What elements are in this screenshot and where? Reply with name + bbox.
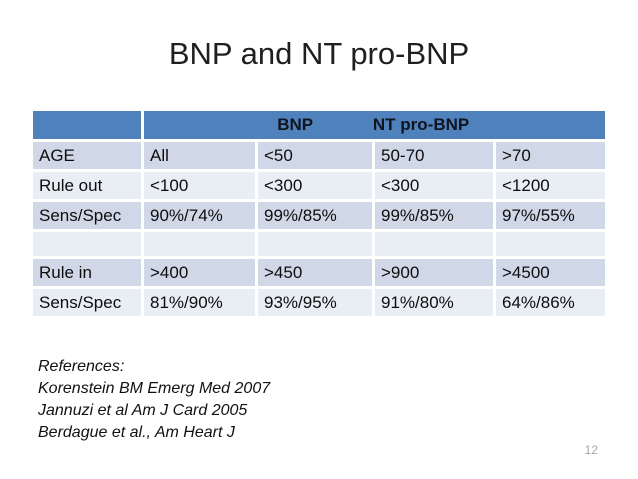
- row-label-cell: Rule out: [33, 172, 141, 199]
- table-cell: <100: [144, 172, 255, 199]
- table-cell: [496, 232, 605, 256]
- table-cell: 90%/74%: [144, 202, 255, 229]
- table-cell: >4500: [496, 259, 605, 286]
- table-cell: 93%/95%: [258, 289, 372, 316]
- bnp-table: BNP NT pro-BNP AGE All <50 50-70 >70 Rul…: [30, 108, 608, 319]
- table-cell: <300: [258, 172, 372, 199]
- table-cell: [144, 232, 255, 256]
- row-label-cell: Rule in: [33, 259, 141, 286]
- table-cell: 99%/85%: [258, 202, 372, 229]
- references-heading: References:: [38, 358, 125, 375]
- table-row-sens-spec-out: Sens/Spec 90%/74% 99%/85% 99%/85% 97%/55…: [33, 202, 605, 229]
- table-cell: 50-70: [375, 142, 493, 169]
- table-header-row: BNP NT pro-BNP: [33, 111, 605, 139]
- slide-page-number: 12: [584, 443, 598, 457]
- row-label-cell: Sens/Spec: [33, 202, 141, 229]
- table-cell: 81%/90%: [144, 289, 255, 316]
- table-row-rule-out: Rule out <100 <300 <300 <1200: [33, 172, 605, 199]
- reference-item: Jannuzi et al Am J Card 2005: [38, 402, 248, 419]
- table-cell: <1200: [496, 172, 605, 199]
- row-label-cell: AGE: [33, 142, 141, 169]
- table-row-rule-in: Rule in >400 >450 >900 >4500: [33, 259, 605, 286]
- table-cell: <50: [258, 142, 372, 169]
- table-cell: 91%/80%: [375, 289, 493, 316]
- table-cell: >900: [375, 259, 493, 286]
- table-cell: >70: [496, 142, 605, 169]
- table-row-age: AGE All <50 50-70 >70: [33, 142, 605, 169]
- table-cell: [33, 232, 141, 256]
- reference-item: Korenstein BM Emerg Med 2007: [38, 380, 271, 397]
- table-cell: 97%/55%: [496, 202, 605, 229]
- table-cell: <300: [375, 172, 493, 199]
- table-cell: 64%/86%: [496, 289, 605, 316]
- table-header-merged-cell: BNP NT pro-BNP: [144, 111, 605, 139]
- table-cell: >450: [258, 259, 372, 286]
- table-cell: All: [144, 142, 255, 169]
- row-label-cell: Sens/Spec: [33, 289, 141, 316]
- nt-probnp-column-header: NT pro-BNP: [372, 115, 470, 134]
- page-title: BNP and NT pro-BNP: [168, 36, 470, 71]
- table-cell: >400: [144, 259, 255, 286]
- table-cell: 99%/85%: [375, 202, 493, 229]
- table-header-corner-cell: [33, 111, 141, 139]
- references-block: References: Korenstein BM Emerg Med 2007…: [38, 356, 270, 444]
- table-cell: [375, 232, 493, 256]
- bnp-column-header: BNP: [277, 115, 314, 134]
- table-row-spacer: [33, 232, 605, 256]
- table-row-sens-spec-in: Sens/Spec 81%/90% 93%/95% 91%/80% 64%/86…: [33, 289, 605, 316]
- table-cell: [258, 232, 372, 256]
- reference-item: Berdague et al., Am Heart J: [38, 424, 235, 441]
